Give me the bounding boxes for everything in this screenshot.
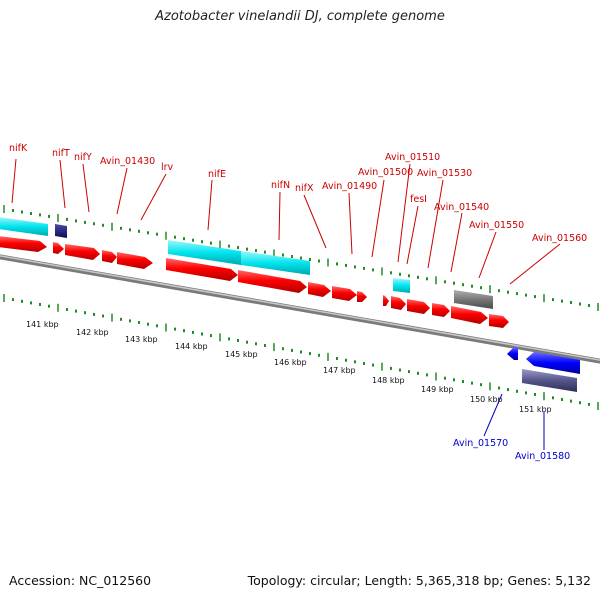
reverse-gene-bar[interactable]: [522, 369, 577, 392]
pseudo-gene-bar[interactable]: [454, 290, 493, 309]
scale-label: 141 kbp: [26, 320, 59, 329]
gene-label-avin-01510[interactable]: Avin_01510: [385, 152, 440, 163]
gene-label-avin-01500[interactable]: Avin_01500: [358, 167, 413, 178]
gene-label-avin-01560[interactable]: Avin_01560: [532, 233, 587, 244]
gene-label-avin-01490[interactable]: Avin_01490: [322, 181, 377, 192]
cds-arrow[interactable]: [332, 286, 357, 301]
cds-arrow[interactable]: [489, 314, 509, 328]
gene-label-nift[interactable]: nifT: [52, 148, 70, 159]
upper-tick-track: [3, 205, 599, 311]
cds-arrow[interactable]: [383, 295, 389, 306]
accession-text: Accession: NC_012560: [9, 573, 152, 588]
cds-arrow[interactable]: [407, 299, 430, 314]
reverse-label-leaders: [483, 393, 545, 450]
cds-arrow[interactable]: [238, 270, 307, 293]
gene-label-avin-01580[interactable]: Avin_01580: [515, 451, 570, 462]
gene-label-avin-01530[interactable]: Avin_01530: [417, 168, 472, 179]
gene-label-nifn[interactable]: nifN: [271, 180, 290, 191]
scale-label: 143 kbp: [125, 335, 158, 344]
scale-label: 149 kbp: [421, 385, 454, 394]
gene-label-avin-01540[interactable]: Avin_01540: [434, 202, 489, 213]
reverse-gene-labels: Avin_01570 Avin_01580: [453, 438, 570, 462]
cds-arrow[interactable]: [65, 244, 100, 260]
gene-bar-small[interactable]: [55, 224, 67, 238]
scale-label: 150 kbp: [470, 395, 503, 404]
scale-label: 147 kbp: [323, 366, 356, 375]
cds-arrow[interactable]: [391, 296, 406, 310]
scale-label: 142 kbp: [76, 328, 109, 337]
reverse-cds-arrow[interactable]: [526, 352, 580, 374]
reverse-cds-track: [507, 347, 580, 392]
reverse-cds-arrow-small[interactable]: [507, 347, 518, 360]
gene-bar-small[interactable]: [393, 278, 410, 293]
cds-arrow[interactable]: [357, 291, 367, 302]
forward-gene-labels: nifK nifT nifY Avin_01430 lrv nifE nifN …: [9, 143, 587, 244]
gene-label-avin-01430[interactable]: Avin_01430: [100, 156, 155, 167]
cds-arrow[interactable]: [308, 282, 331, 297]
cds-arrow[interactable]: [166, 258, 238, 281]
scale-labels: 141 kbp 142 kbp 143 kbp 144 kbp 145 kbp …: [26, 320, 552, 414]
gene-bar[interactable]: [168, 240, 241, 265]
gene-bar[interactable]: [0, 217, 48, 236]
scale-label: 144 kbp: [175, 342, 208, 351]
topology-text: Topology: circular; Length: 5,365,318 bp…: [247, 573, 591, 588]
cds-arrow[interactable]: [451, 306, 488, 324]
cds-arrow[interactable]: [117, 252, 153, 269]
scale-label: 148 kbp: [372, 376, 405, 385]
gene-label-nify[interactable]: nifY: [74, 152, 92, 163]
forward-gene-track: [0, 217, 493, 309]
gene-label-avin-01570[interactable]: Avin_01570: [453, 438, 508, 449]
cds-arrow[interactable]: [53, 242, 64, 254]
scale-label: 151 kbp: [519, 405, 552, 414]
gene-label-nife[interactable]: nifE: [208, 169, 226, 180]
genome-backbone-highlight: [0, 255, 600, 361]
cds-arrow[interactable]: [0, 236, 47, 252]
map-title: Azotobacter vinelandii DJ, complete geno…: [155, 9, 445, 24]
forward-cds-track: [0, 236, 509, 328]
cds-arrow[interactable]: [102, 250, 117, 263]
genome-backbone: [0, 254, 600, 364]
gene-label-fesi[interactable]: fesI: [410, 194, 427, 205]
gene-label-lrv[interactable]: lrv: [161, 162, 174, 173]
gene-bar[interactable]: [241, 251, 310, 275]
gene-label-nifk[interactable]: nifK: [9, 143, 28, 154]
scale-label: 146 kbp: [274, 358, 307, 367]
cds-arrow[interactable]: [432, 303, 450, 317]
gene-label-avin-01550[interactable]: Avin_01550: [469, 220, 524, 231]
gene-label-nifx[interactable]: nifX: [295, 183, 314, 194]
forward-label-leaders: [11, 158, 561, 285]
lower-tick-track: [3, 294, 599, 410]
scale-label: 145 kbp: [225, 350, 258, 359]
